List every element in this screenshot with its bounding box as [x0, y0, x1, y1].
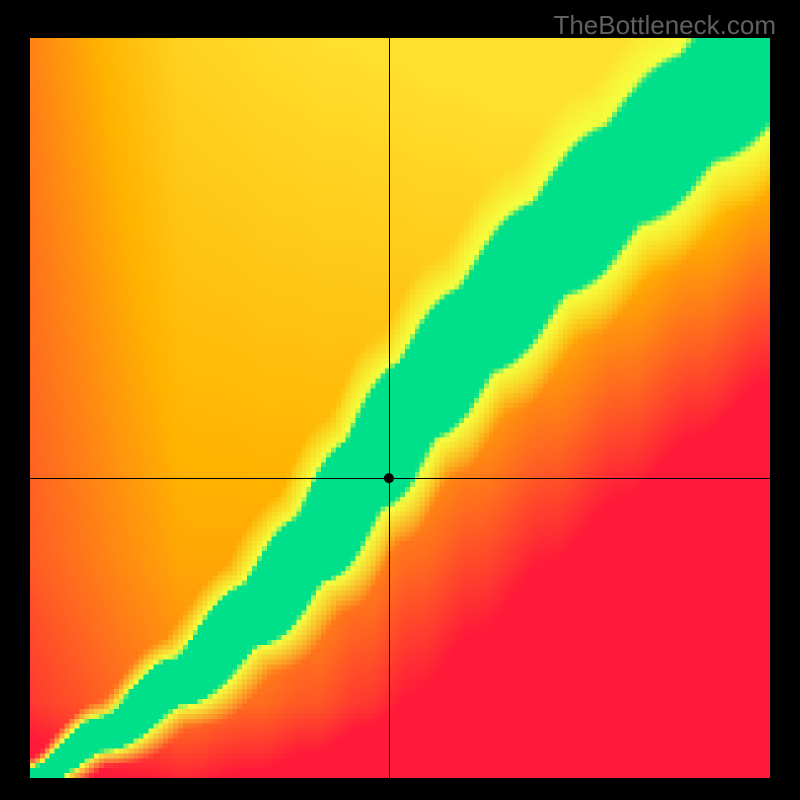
watermark-text: TheBottleneck.com [553, 10, 776, 41]
plot-area [30, 38, 770, 778]
crosshair-overlay [30, 38, 770, 778]
chart-frame: TheBottleneck.com [0, 0, 800, 800]
